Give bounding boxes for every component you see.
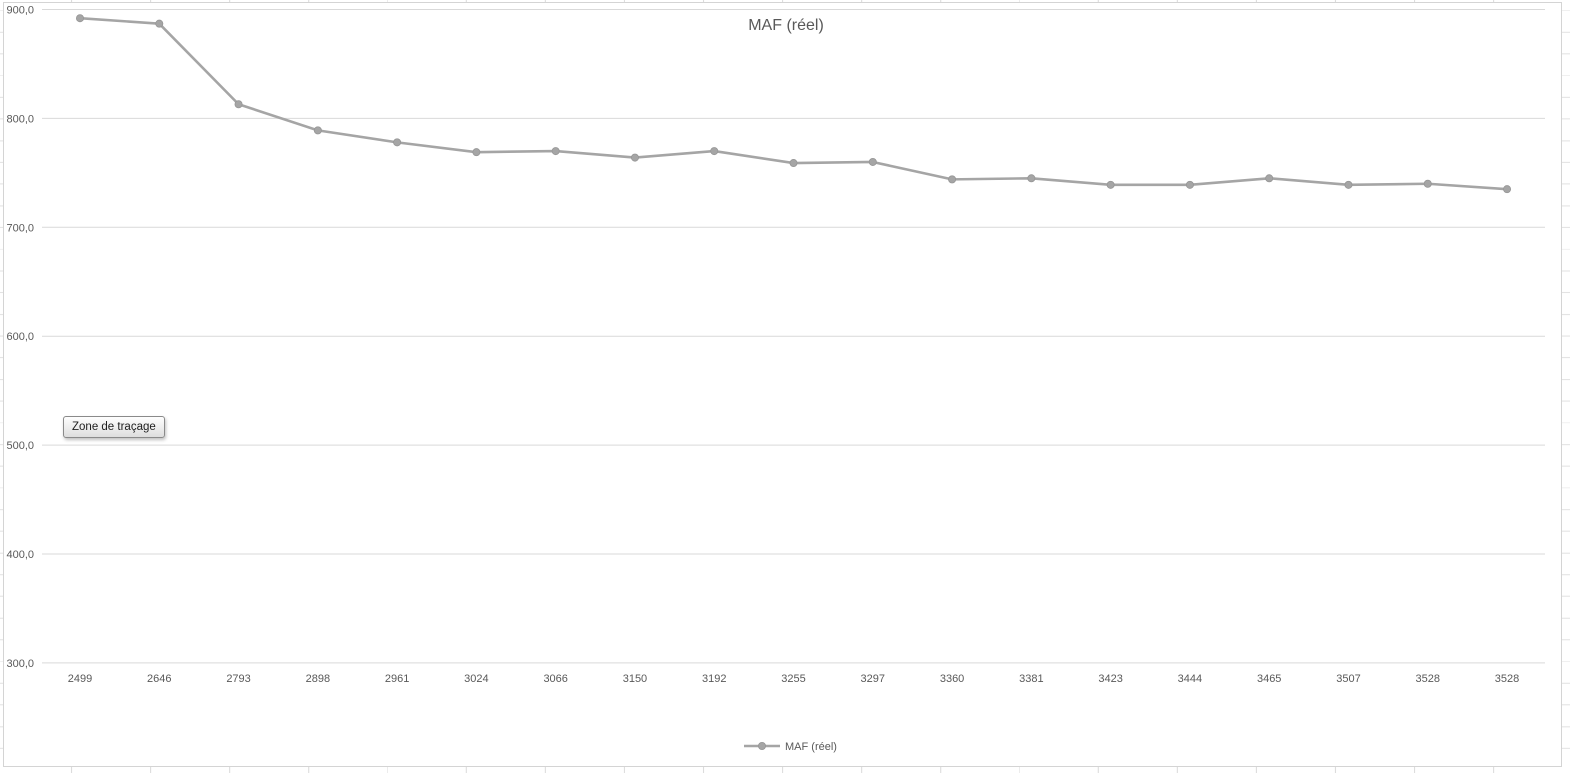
y-axis-tick-label: 300,0 [6, 658, 34, 670]
x-axis-tick-label: 3528 [1495, 673, 1519, 685]
x-axis-tick-label: 3444 [1178, 673, 1202, 685]
data-point-marker[interactable] [313, 126, 322, 135]
legend-marker-icon [758, 742, 767, 751]
y-axis-tick-label: 500,0 [6, 440, 34, 452]
legend[interactable]: MAF (réel) [744, 741, 837, 753]
x-axis-tick-label: 3297 [861, 673, 885, 685]
x-axis-tick-label: 3024 [464, 673, 488, 685]
data-point-marker[interactable] [710, 147, 719, 156]
x-axis-tick-label: 3360 [940, 673, 964, 685]
data-point-marker[interactable] [1027, 174, 1036, 183]
y-axis-tick-label: 900,0 [6, 5, 34, 17]
data-point-marker[interactable] [1185, 180, 1194, 189]
y-axis-tick-label: 400,0 [6, 549, 34, 561]
x-axis-tick-label: 3381 [1019, 673, 1043, 685]
data-point-marker[interactable] [393, 138, 402, 147]
y-axis-tick-label: 800,0 [6, 113, 34, 125]
data-point-marker[interactable] [234, 100, 243, 109]
x-axis-tick-label: 2898 [306, 673, 330, 685]
x-axis-tick-label: 3150 [623, 673, 647, 685]
x-axis-tick-label: 2961 [385, 673, 409, 685]
chart-object[interactable]: 900,0 800,0 700,0 600,0 500,0 400,0 300,0 2499 2… [3, 2, 1562, 767]
x-axis-tick-label: 3192 [702, 673, 726, 685]
x-axis-tick-label: 3465 [1257, 673, 1281, 685]
legend-series-label: MAF (réel) [785, 741, 837, 753]
data-point-marker[interactable] [1106, 180, 1115, 189]
y-axis-tick-label: 600,0 [6, 331, 34, 343]
x-axis-tick-label: 2646 [147, 673, 171, 685]
y-axis-tick-label: 700,0 [6, 222, 34, 234]
x-axis-tick-label: 3066 [543, 673, 567, 685]
chart-title[interactable]: MAF (réel) [748, 17, 824, 34]
data-point-marker[interactable] [76, 14, 85, 23]
data-point-marker[interactable] [1265, 174, 1274, 183]
x-axis-tick-label: 2793 [226, 673, 250, 685]
data-point-marker[interactable] [868, 157, 877, 166]
x-axis-tick-label: 3528 [1416, 673, 1440, 685]
x-axis-tick-label: 3423 [1098, 673, 1122, 685]
data-point-marker[interactable] [789, 159, 798, 168]
plot-area[interactable]: 900,0 800,0 700,0 600,0 500,0 400,0 300,0 2499 2… [3, 2, 1562, 767]
data-point-marker[interactable] [948, 175, 957, 184]
x-axis-tick-label: 2499 [68, 673, 92, 685]
data-point-marker[interactable] [1503, 185, 1512, 194]
data-point-marker[interactable] [1344, 180, 1353, 189]
plot-area-tooltip: Zone de traçage [63, 416, 165, 438]
data-point-marker[interactable] [551, 147, 560, 156]
data-point-marker[interactable] [155, 19, 164, 28]
data-point-marker[interactable] [630, 153, 639, 162]
x-axis-tick-label: 3255 [781, 673, 805, 685]
data-point-marker[interactable] [1423, 179, 1432, 188]
x-axis-tick-label: 3507 [1336, 673, 1360, 685]
data-point-marker[interactable] [472, 148, 481, 157]
